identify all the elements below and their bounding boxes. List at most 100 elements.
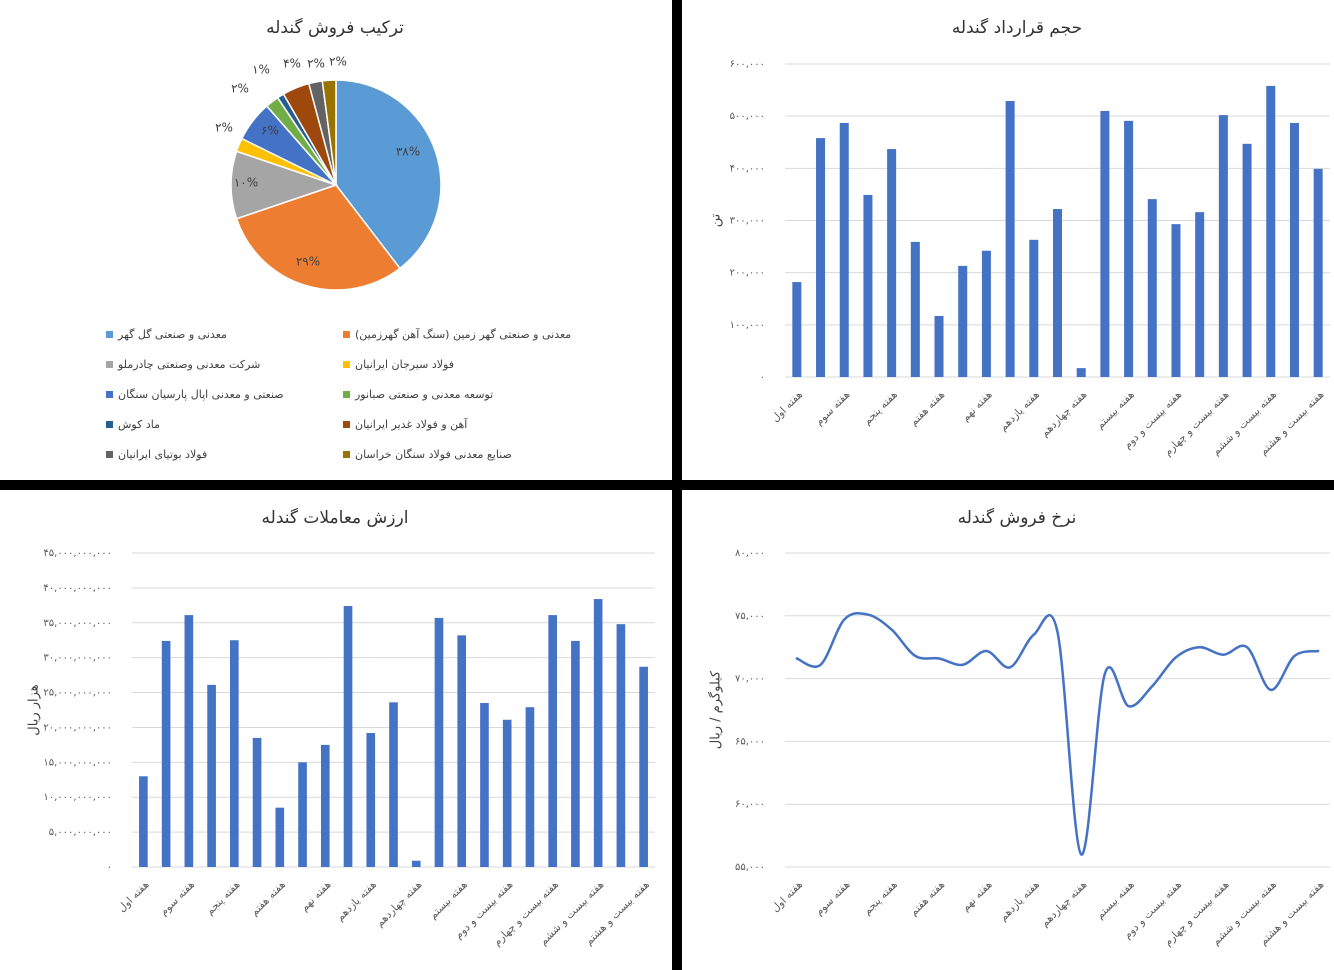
- bar: [816, 138, 826, 377]
- bar: [593, 599, 603, 867]
- panel-background: [0, 490, 672, 970]
- bar: [230, 640, 239, 867]
- y-axis-label: کیلوگرم / ریال: [708, 670, 724, 749]
- slice-label: ۲۹%: [296, 255, 320, 269]
- y-tick-label: ۶۵,۰۰۰: [735, 736, 765, 747]
- bar: [1171, 224, 1181, 377]
- y-tick-label: ۴۰,۰۰۰,۰۰۰,۰۰۰: [43, 583, 112, 594]
- y-tick-label: ۳۰,۰۰۰,۰۰۰,۰۰۰: [43, 653, 112, 664]
- panel-background: [682, 490, 1334, 970]
- bar: [480, 703, 489, 867]
- bar: [298, 762, 307, 867]
- bar: [1147, 199, 1157, 377]
- bar: [343, 606, 353, 867]
- bar: [839, 122, 849, 377]
- y-tick-label: ۷۵,۰۰۰: [735, 611, 765, 622]
- legend-label: فولاد سیرجان ایرانیان: [355, 358, 454, 371]
- legend-label: شرکت معدنی وصنعتی چادرملو: [117, 358, 260, 371]
- y-tick-label: ۴۵,۰۰۰,۰۰۰,۰۰۰: [43, 548, 112, 559]
- legend-swatch: [106, 361, 113, 368]
- legend-label: صنعتی و معدنی اپال پارسیان سنگان: [118, 388, 284, 401]
- slice-label: ۱۰%: [234, 176, 258, 190]
- bar: [1289, 122, 1299, 377]
- chart-title: حجم قرارداد گندله: [952, 17, 1082, 38]
- chart-title: نرخ فروش گندله: [958, 507, 1077, 528]
- slice-label: ۲%: [215, 121, 233, 135]
- chart-title: ترکیب فروش گندله: [266, 17, 404, 38]
- bar: [389, 702, 398, 867]
- bar: [934, 315, 944, 377]
- pie-slice: [230, 150, 339, 220]
- bar: [1266, 85, 1276, 377]
- chart-panel: ارزش معاملات گندله ۰ ۵,۰۰۰,۰۰۰,۰۰۰ ۱۰,۰۰۰,۰…: [0, 490, 672, 970]
- bar: [958, 265, 968, 377]
- slice-label: ۶%: [261, 124, 279, 138]
- legend-label: آهن و فولاد غدیر ایرانیان: [355, 417, 468, 431]
- bar: [548, 615, 557, 867]
- legend-swatch: [343, 361, 350, 368]
- bar: [1029, 239, 1039, 377]
- chart-panel: حجم قرارداد گندله ۰ ۱۰۰,۰۰۰ ۲۰۰,۰۰۰ ۳۰۰,۰۰۰ ۴…: [682, 0, 1334, 480]
- y-tick-label: ۵۰۰,۰۰۰: [730, 111, 765, 122]
- bar: [275, 807, 285, 867]
- bar: [1218, 115, 1228, 377]
- bar: [792, 282, 802, 377]
- y-tick-label: ۳۵,۰۰۰,۰۰۰,۰۰۰: [43, 618, 112, 629]
- chart-panel: نرخ فروش گندله ۵۵,۰۰۰ ۶۰,۰۰۰ ۶۵,۰۰۰ ۷۰,۰۰۰ ۷۵…: [682, 490, 1334, 970]
- slice-label: ۴%: [283, 57, 301, 71]
- bar: [910, 241, 920, 377]
- bar: [411, 860, 421, 867]
- bar: [1052, 209, 1063, 377]
- legend-swatch: [343, 331, 350, 338]
- pie-slice: [335, 79, 442, 270]
- bar: [887, 149, 897, 377]
- chart-title: ارزش معاملات گندله: [262, 507, 409, 528]
- slice-label: ۲%: [329, 55, 347, 69]
- y-tick-label: ۶۰۰,۰۰۰: [730, 59, 765, 70]
- y-axis-label: هزار ریال: [27, 684, 42, 735]
- bar: [571, 640, 580, 867]
- bar: [525, 707, 535, 867]
- bar: [981, 250, 991, 377]
- pie-slice: [235, 184, 401, 291]
- slice-label: ۲%: [231, 82, 249, 96]
- legend-label: معدنی و صنعتی گل گهر: [117, 328, 227, 341]
- bar: [320, 744, 330, 867]
- legend-swatch: [106, 391, 113, 398]
- legend-swatch: [343, 421, 350, 428]
- y-tick-label: ۶۰,۰۰۰: [735, 799, 765, 810]
- y-tick-label: ۱۵,۰۰۰,۰۰۰,۰۰۰: [43, 757, 112, 768]
- bar: [1076, 368, 1086, 377]
- y-tick-label: ۱۰۰,۰۰۰: [730, 320, 765, 331]
- y-tick-label: ۲۰,۰۰۰,۰۰۰,۰۰۰: [43, 722, 112, 733]
- bar: [639, 666, 648, 867]
- legend-label: معدنی و صنعتی گهر زمین (سنگ آهن گهرزمین): [355, 327, 571, 341]
- y-tick-label: ۲۰۰,۰۰۰: [730, 268, 765, 279]
- y-tick-label: ۰: [760, 372, 765, 383]
- bar: [1124, 120, 1134, 377]
- bar: [1242, 143, 1252, 377]
- bar: [1005, 101, 1015, 377]
- legend-label: فولاد بوتیای ایرانیان: [118, 448, 207, 461]
- legend-label: توسعه معدنی و صنعتی صبانور: [354, 388, 493, 401]
- y-tick-label: ۳۰۰,۰۰۰: [730, 216, 765, 227]
- legend-label: ماد کوش: [118, 418, 160, 431]
- slice-label: ۳۸%: [396, 145, 420, 159]
- bar: [434, 617, 444, 867]
- legend-label: صنایع معدنی فولاد سنگان خراسان: [355, 448, 512, 461]
- bar: [139, 776, 148, 867]
- bar: [207, 684, 216, 867]
- bar: [1100, 110, 1110, 377]
- legend-swatch: [343, 451, 350, 458]
- legend-swatch: [106, 451, 113, 458]
- y-tick-label: ۱۰,۰۰۰,۰۰۰,۰۰۰: [43, 792, 112, 803]
- slice-label: ۲%: [307, 57, 325, 71]
- y-tick-label: ۰: [107, 862, 112, 873]
- bar: [161, 640, 171, 867]
- bar: [1313, 168, 1323, 377]
- bar: [366, 733, 376, 867]
- bar: [616, 624, 626, 867]
- bar: [252, 737, 262, 867]
